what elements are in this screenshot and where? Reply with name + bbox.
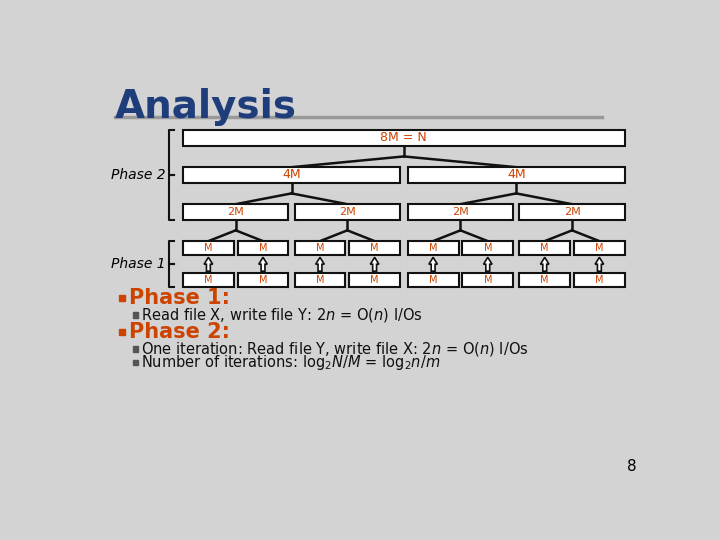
FancyBboxPatch shape	[519, 241, 570, 255]
Text: M: M	[429, 275, 437, 286]
FancyBboxPatch shape	[294, 273, 346, 287]
Text: Phase 1: Phase 1	[112, 257, 166, 271]
FancyBboxPatch shape	[183, 204, 289, 220]
Polygon shape	[315, 257, 324, 271]
Text: Analysis: Analysis	[114, 88, 297, 126]
Text: M: M	[429, 243, 437, 253]
FancyBboxPatch shape	[408, 241, 459, 255]
FancyBboxPatch shape	[183, 130, 625, 146]
Polygon shape	[204, 257, 212, 271]
Text: Read file X, write file Y: 2$n$ = O($n$) I/Os: Read file X, write file Y: 2$n$ = O($n$)…	[141, 306, 423, 324]
FancyBboxPatch shape	[462, 273, 513, 287]
Text: One iteration: Read file Y, write file X: 2$n$ = O($n$) I/Os: One iteration: Read file Y, write file X…	[141, 340, 528, 358]
Bar	[132, 312, 138, 318]
Text: M: M	[258, 243, 267, 253]
Text: Number of iterations: log$_2$$N/M$ = log$_2$$n/m$: Number of iterations: log$_2$$N/M$ = log…	[141, 353, 441, 372]
Text: M: M	[204, 275, 212, 286]
FancyBboxPatch shape	[408, 273, 459, 287]
Bar	[132, 346, 138, 352]
Text: M: M	[258, 275, 267, 286]
Polygon shape	[484, 257, 492, 271]
Text: M: M	[541, 243, 549, 253]
Bar	[120, 329, 125, 335]
Text: M: M	[316, 243, 324, 253]
FancyBboxPatch shape	[238, 273, 289, 287]
FancyBboxPatch shape	[183, 167, 400, 183]
Text: 8: 8	[626, 460, 636, 475]
Text: M: M	[541, 275, 549, 286]
FancyBboxPatch shape	[519, 273, 570, 287]
Text: 2M: 2M	[452, 207, 469, 217]
Polygon shape	[258, 257, 267, 271]
Text: 2M: 2M	[564, 207, 580, 217]
Text: Phase 2: Phase 2	[112, 168, 166, 182]
Text: Phase 2:: Phase 2:	[129, 322, 230, 342]
Polygon shape	[429, 257, 437, 271]
FancyBboxPatch shape	[294, 241, 346, 255]
Text: 2M: 2M	[339, 207, 356, 217]
Text: M: M	[484, 275, 492, 286]
Text: 8M = N: 8M = N	[380, 131, 427, 145]
Text: M: M	[316, 275, 324, 286]
FancyBboxPatch shape	[294, 204, 400, 220]
FancyBboxPatch shape	[574, 273, 625, 287]
Polygon shape	[370, 257, 379, 271]
FancyBboxPatch shape	[574, 241, 625, 255]
FancyBboxPatch shape	[238, 241, 289, 255]
Text: M: M	[370, 243, 379, 253]
FancyBboxPatch shape	[183, 273, 234, 287]
FancyBboxPatch shape	[519, 204, 625, 220]
Text: Phase 1:: Phase 1:	[129, 288, 230, 308]
Text: M: M	[484, 243, 492, 253]
Text: M: M	[204, 243, 212, 253]
FancyBboxPatch shape	[408, 167, 625, 183]
Text: 2M: 2M	[228, 207, 244, 217]
FancyBboxPatch shape	[408, 204, 513, 220]
FancyBboxPatch shape	[462, 241, 513, 255]
Text: 4M: 4M	[282, 168, 301, 181]
Polygon shape	[595, 257, 603, 271]
Text: M: M	[595, 243, 603, 253]
FancyBboxPatch shape	[349, 241, 400, 255]
FancyBboxPatch shape	[183, 241, 234, 255]
Text: 4M: 4M	[507, 168, 526, 181]
Bar	[132, 360, 138, 366]
Text: M: M	[595, 275, 603, 286]
Text: M: M	[370, 275, 379, 286]
FancyBboxPatch shape	[349, 273, 400, 287]
Bar	[120, 295, 125, 301]
Polygon shape	[541, 257, 549, 271]
